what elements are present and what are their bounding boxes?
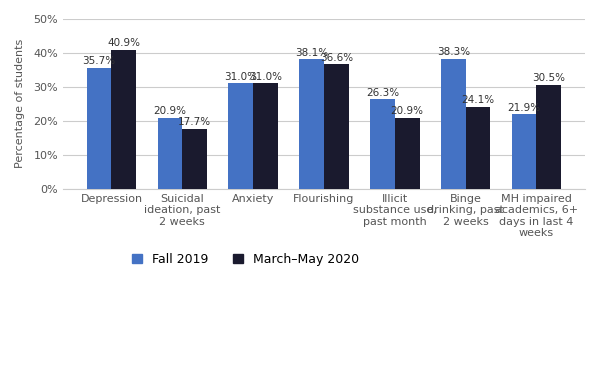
Text: 21.9%: 21.9% xyxy=(508,103,541,113)
Bar xyxy=(466,107,490,189)
Bar xyxy=(441,59,466,189)
Text: 20.9%: 20.9% xyxy=(154,106,187,116)
Bar xyxy=(229,84,253,189)
Bar xyxy=(512,114,536,189)
Bar xyxy=(324,65,349,189)
Bar xyxy=(536,85,561,189)
Bar xyxy=(86,68,112,189)
Text: 38.1%: 38.1% xyxy=(295,48,328,58)
Text: 20.9%: 20.9% xyxy=(391,106,424,116)
Bar xyxy=(299,59,324,189)
Bar xyxy=(158,118,182,189)
Bar xyxy=(182,128,207,189)
Bar xyxy=(370,100,395,189)
Bar xyxy=(112,50,136,189)
Text: 31.0%: 31.0% xyxy=(224,72,257,82)
Text: 40.9%: 40.9% xyxy=(107,38,140,48)
Text: 26.3%: 26.3% xyxy=(366,88,399,98)
Bar xyxy=(395,118,419,189)
Text: 31.0%: 31.0% xyxy=(249,72,282,82)
Bar xyxy=(253,84,278,189)
Text: 30.5%: 30.5% xyxy=(532,73,565,84)
Y-axis label: Percentage of students: Percentage of students xyxy=(15,39,25,168)
Text: 24.1%: 24.1% xyxy=(461,95,494,105)
Text: 17.7%: 17.7% xyxy=(178,117,211,127)
Legend: Fall 2019, March–May 2020: Fall 2019, March–May 2020 xyxy=(127,248,364,271)
Text: 35.7%: 35.7% xyxy=(83,56,116,66)
Text: 38.3%: 38.3% xyxy=(437,47,470,57)
Text: 36.6%: 36.6% xyxy=(320,53,353,63)
